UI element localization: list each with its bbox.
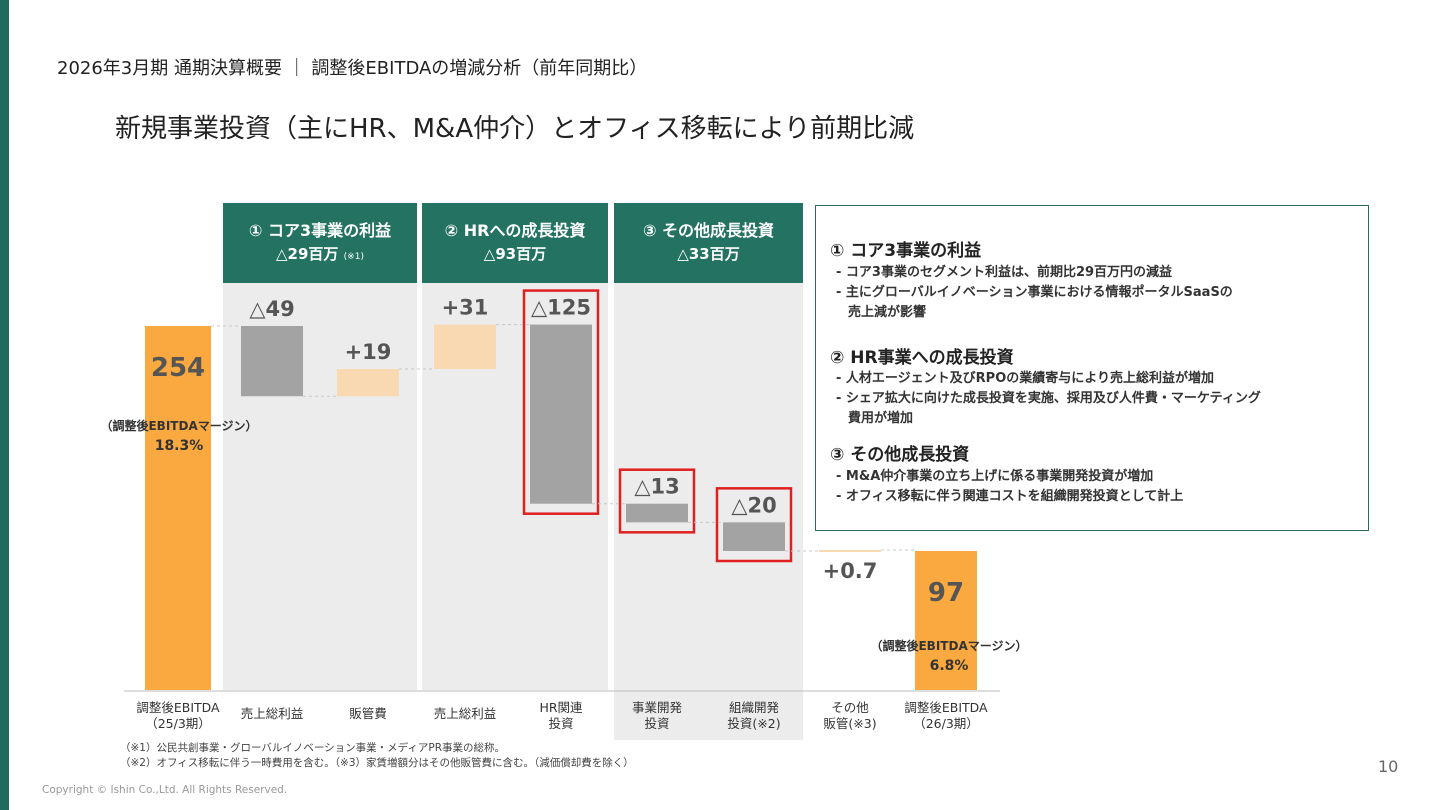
- waterfall-bar: [723, 522, 785, 551]
- bar-value-label: 97: [928, 578, 964, 608]
- section-pretitle: 2026年3月期 通期決算概要 ｜ 調整後EBITDAの増減分析（前年同期比）: [57, 58, 648, 79]
- waterfall-bar: [434, 324, 496, 369]
- x-axis-tick-label-line: 組織開発: [728, 700, 779, 715]
- bar-value-label: △49: [249, 297, 294, 321]
- group-header-other: ③ その他成長投資 △33百万: [614, 203, 803, 283]
- waterfall-bar: [819, 549, 881, 552]
- bar-value-label: +0.7: [823, 559, 878, 583]
- page-title: 新規事業投資（主にHR、M&A仲介）とオフィス移転により前期比減: [115, 114, 915, 144]
- group-header-label: ① コア3事業の利益: [248, 221, 392, 240]
- highlight-box: [618, 468, 696, 534]
- x-axis-tick-label: 売上総利益: [212, 706, 332, 722]
- margin-caption: （調整後EBITDAマージン）: [100, 419, 258, 433]
- bar-value-label: +31: [442, 296, 489, 320]
- x-axis-tick-label-line: 投資: [548, 716, 574, 731]
- margin-caption: （調整後EBITDAマージン）: [870, 639, 1028, 653]
- waterfall-bar: [915, 550, 977, 690]
- x-axis-tick-label-line: 投資: [644, 716, 670, 731]
- group-header-value: △93百万: [483, 245, 547, 263]
- x-axis-tick-label-line: HR関連: [539, 700, 583, 715]
- bar-value-label: △13: [634, 475, 679, 499]
- waterfall-bar: [145, 326, 211, 690]
- page-number: 10: [1378, 757, 1399, 776]
- bullet-text: - コア3事業のセグメント利益は、前期比29百万円の減益: [836, 265, 1173, 280]
- group-header-label: ② HRへの成長投資: [444, 221, 586, 240]
- group-header-value: △29百万: [276, 245, 339, 263]
- x-axis-tick-label: 事業開発 投資: [597, 700, 717, 732]
- x-axis-tick-label: 売上総利益: [405, 706, 525, 722]
- x-axis-tick-label-line: （26/3期）: [913, 716, 979, 731]
- x-axis-tick-label: 販管費: [308, 706, 428, 722]
- x-axis-tick-label-line: 調整後EBITDA: [136, 700, 220, 715]
- copyright-text: Copyright © Ishin Co.,Ltd. All Rights Re…: [42, 784, 288, 796]
- accent-sidebar-strip: [0, 0, 9, 810]
- bullet-text: 売上減が影響: [848, 305, 927, 320]
- x-axis-tick-label: 組織開発 投資(※2): [694, 700, 814, 732]
- bullet-text: 費用が増加: [848, 411, 914, 426]
- x-axis-tick-label-line: 販管(※3): [823, 716, 877, 731]
- margin-value: 18.3%: [154, 438, 204, 454]
- bar-value-label: +19: [345, 340, 392, 364]
- x-axis-tick-label: その他 販管(※3): [790, 700, 910, 732]
- bullet-text: - オフィス移転に伴う関連コストを組織開発投資として計上: [836, 489, 1184, 504]
- bar-value-label: △20: [731, 493, 776, 517]
- x-axis-tick-label-line: （25/3期）: [145, 716, 211, 731]
- x-axis-tick-label-line: 売上総利益: [240, 706, 304, 721]
- explanation-box: ① コア3事業の利益 - コア3事業のセグメント利益は、前期比29百万円の減益 …: [815, 205, 1369, 531]
- margin-label-25: （調整後EBITDAマージン） 18.3%: [96, 416, 262, 456]
- section-title-hr: ② HR事業への成長投資: [830, 348, 1014, 368]
- bullet-text: - シェア拡大に向けた成長投資を実施、採用及び人件費・マーケティング: [836, 391, 1261, 406]
- x-axis-tick-label: 調整後EBITDA （26/3期）: [886, 700, 1006, 732]
- x-axis-tick-label-line: 事業開発: [631, 700, 682, 715]
- group-header-hr: ② HRへの成長投資 △93百万: [422, 203, 608, 283]
- x-axis-tick-label: 調整後EBITDA （25/3期）: [118, 700, 238, 732]
- bar-value-label: △125: [531, 296, 591, 320]
- x-axis-tick-label-line: 販管費: [349, 706, 387, 721]
- waterfall-bar: [337, 368, 399, 397]
- margin-label-26: （調整後EBITDAマージン） 6.8%: [866, 636, 1032, 676]
- group-header-label: ③ その他成長投資: [642, 221, 775, 240]
- x-axis-tick-label-line: 投資(※2): [727, 716, 781, 731]
- x-axis-tick-label-line: 調整後EBITDA: [904, 700, 988, 715]
- group-header-note: (※1): [343, 252, 364, 262]
- bullet-text: - 人材エージェント及びRPOの業績寄与により売上総利益が増加: [836, 371, 1214, 386]
- margin-value: 6.8%: [929, 658, 969, 674]
- waterfall-bar: [241, 326, 303, 397]
- x-axis-tick-label: HR関連 投資: [501, 700, 621, 732]
- bullet-text: - M&A仲介事業の立ち上げに係る事業開発投資が増加: [836, 469, 1154, 484]
- highlight-box: [522, 289, 600, 515]
- group-header-core3: ① コア3事業の利益 △29百万 (※1): [223, 203, 417, 283]
- section-title-core3: ① コア3事業の利益: [830, 241, 982, 261]
- footnote-2: （※2）オフィス移転に伴う一時費用を含む。（※3）家賃増額分はその他販管費に含む…: [120, 757, 634, 769]
- x-axis-tick-label-line: 売上総利益: [433, 706, 497, 721]
- x-axis-tick-label-line: その他: [831, 700, 869, 715]
- section-title-other: ③ その他成長投資: [830, 445, 970, 465]
- waterfall-bar: [530, 324, 592, 504]
- highlight-box: [715, 487, 793, 563]
- waterfall-bar: [626, 503, 688, 523]
- group-header-value: △33百万: [677, 245, 740, 263]
- bullet-text: - 主にグローバルイノベーション事業における情報ポータルSaaSの: [836, 285, 1233, 300]
- footnote-1: （※1）公民共創事業・グローバルイノベーション事業・メディアPR事業の総称。: [120, 742, 506, 754]
- bar-value-label: 254: [151, 353, 205, 383]
